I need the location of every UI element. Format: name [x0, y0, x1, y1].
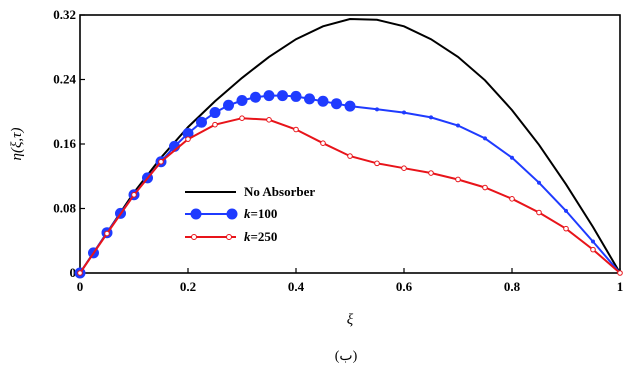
y-tick-label: 0.32	[53, 7, 76, 22]
series-2-point	[320, 140, 326, 146]
series-1-point	[402, 110, 406, 115]
series-layer	[74, 17, 623, 279]
y-tick-label: 0.24	[53, 72, 76, 87]
series-1-point	[564, 208, 568, 213]
series-1-point	[290, 90, 302, 102]
series-1-point	[223, 99, 234, 111]
y-tick-label: 0	[70, 265, 77, 280]
series-2-point	[374, 160, 380, 167]
y-tick-label: 0.08	[53, 201, 76, 216]
y-axis-label: η(ξ,τ)	[9, 128, 25, 161]
series-2-point	[212, 121, 218, 128]
legend-marker-k250-a	[191, 234, 197, 240]
series-1-point	[344, 100, 356, 112]
series-1-point	[456, 123, 460, 128]
series-1-point	[429, 115, 433, 120]
series-2-point	[104, 230, 110, 237]
series-1-point	[537, 180, 541, 185]
series-2-point	[482, 184, 488, 191]
x-tick-label: 0.6	[396, 279, 413, 294]
series-2-point	[509, 196, 515, 202]
series-1-point	[375, 107, 379, 112]
x-tick-label: 0.4	[288, 279, 305, 294]
x-axis-label: ξ	[347, 312, 354, 328]
x-tick-label: 0	[77, 279, 84, 294]
series-1-point	[317, 95, 329, 107]
series-2-point	[293, 126, 299, 133]
series-1-point	[196, 116, 207, 128]
series-2-point	[239, 115, 245, 121]
series-1-point	[209, 107, 221, 119]
series-1-point	[250, 91, 261, 103]
series-2-point	[401, 165, 407, 171]
figure-caption: (ب)	[335, 349, 358, 364]
series-2-point	[455, 176, 461, 183]
y-axis-ticks: 0 0.08 0.16 0.24 0.32	[53, 7, 85, 280]
series-1-point	[236, 94, 248, 106]
series-2-point	[563, 225, 569, 232]
series-2-point	[77, 270, 83, 276]
y-tick-label: 0.16	[53, 136, 76, 151]
series-2-point	[536, 209, 542, 216]
x-tick-label: 1	[617, 279, 624, 294]
legend-label-k250: k=250	[244, 229, 277, 244]
series-line-0	[79, 17, 621, 274]
legend-marker-k250-b	[226, 234, 232, 240]
series-2-point	[617, 270, 623, 276]
series-2-point	[347, 153, 353, 159]
series-2-point	[428, 170, 434, 176]
series-1-point	[331, 98, 342, 110]
series-line-2	[79, 117, 621, 274]
series-2-point	[590, 246, 596, 253]
series-2-point	[185, 136, 191, 142]
series-2-point	[131, 191, 137, 198]
series-1-point	[591, 239, 595, 244]
series-1-point	[510, 155, 514, 160]
x-tick-label: 0.2	[180, 279, 196, 294]
legend-marker-k100-b	[226, 208, 238, 220]
series-1-point	[304, 93, 315, 105]
legend-label-k100: k=100	[244, 206, 277, 221]
x-tick-label: 0.8	[504, 279, 521, 294]
legend-label-no-absorber: No Absorber	[244, 184, 315, 199]
series-1-point	[277, 90, 288, 102]
series-2-point	[158, 158, 164, 165]
series-1-point	[483, 136, 487, 141]
legend-marker-k100-a	[190, 208, 202, 220]
x-axis-ticks: 0 0.2 0.4 0.6 0.8 1	[77, 268, 624, 294]
series-2-point	[266, 117, 272, 123]
legend: No Absorber k=100 k=250	[185, 184, 315, 244]
series-1-point	[182, 128, 194, 140]
series-1-point	[263, 90, 275, 102]
